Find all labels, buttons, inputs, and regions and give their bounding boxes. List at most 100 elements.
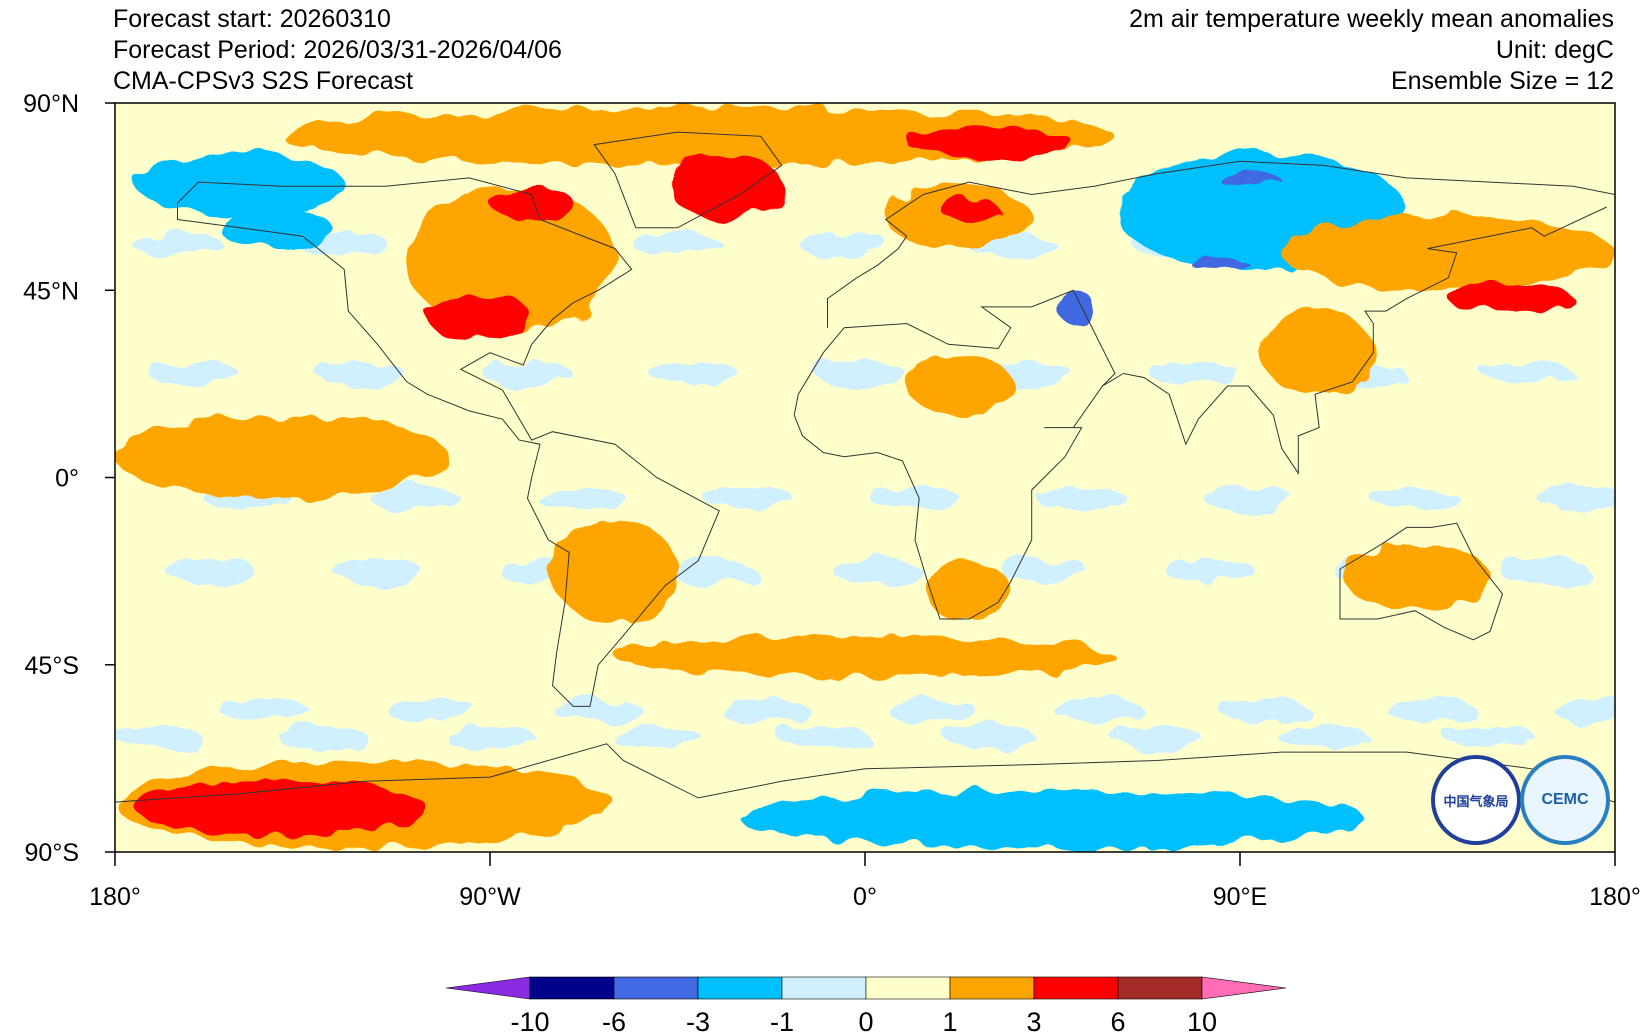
lon-tick-label: 0°	[853, 883, 877, 911]
speckle-patch	[1553, 698, 1615, 723]
speckle-patch	[886, 698, 977, 723]
colorbar-box	[1117, 976, 1203, 1000]
speckle-patch	[720, 698, 810, 723]
colorbar-level-label: 6	[1110, 1007, 1125, 1033]
lon-tick-label: 90°W	[459, 883, 521, 911]
cemc-logo-text: CEMC	[1541, 791, 1589, 808]
colorbar-level-label: -6	[602, 1007, 626, 1033]
speckle-patch	[649, 361, 740, 386]
anomaly-region	[490, 186, 574, 220]
anomaly-region	[1448, 286, 1574, 312]
anomaly-regions-layer	[115, 107, 1615, 848]
speckle-patch	[1053, 698, 1144, 723]
model-name-text: CMA-CPSv3 S2S Forecast	[113, 67, 414, 95]
lat-tick-label: 45°S	[25, 652, 79, 680]
colorbar-level-label: 10	[1187, 1007, 1217, 1033]
speckle-patch	[632, 232, 723, 257]
speckle-patch	[815, 361, 906, 386]
lat-tick-label: 45°N	[23, 277, 79, 305]
anomaly-region	[1260, 311, 1374, 395]
anomaly-region	[669, 152, 782, 220]
colorbar-level-label: -10	[510, 1007, 549, 1033]
cma-logo-icon: 中国气象局	[1431, 755, 1521, 845]
speckle-patch	[536, 486, 627, 511]
anomaly-region	[281, 107, 1116, 166]
speckle-patch	[553, 698, 644, 723]
colorbar-level-label: 3	[1026, 1007, 1041, 1033]
anomaly-region	[552, 519, 678, 624]
speckle-patch	[132, 232, 223, 257]
anomaly-region	[1219, 173, 1282, 187]
anomaly-region	[219, 207, 332, 249]
speckle-patch	[315, 361, 406, 386]
speckle-patch	[832, 559, 923, 584]
speckle-patch	[1536, 486, 1615, 511]
anomaly-region	[1344, 544, 1491, 611]
cemc-logo-icon: CEMC	[1520, 755, 1610, 845]
anomaly-region	[406, 186, 615, 332]
speckle-patch	[1111, 725, 1202, 750]
speckle-patch	[386, 698, 477, 723]
forecast-period-text: Forecast Period: 2026/03/31-2026/04/06	[113, 36, 562, 64]
lon-tick-label: 180°	[1589, 883, 1641, 911]
speckle-patch	[165, 559, 256, 584]
colorbar-box	[529, 976, 615, 1000]
anomaly-region	[940, 198, 999, 220]
coastline-path	[1339, 522, 1504, 641]
speckle-patch	[1370, 486, 1460, 511]
colorbar-level-label: -1	[770, 1007, 794, 1033]
colorbar-box	[949, 976, 1035, 1000]
anomaly-region	[135, 781, 428, 836]
colorbar-box	[781, 976, 867, 1000]
anomaly-region	[1056, 290, 1095, 324]
speckle-patch	[370, 486, 460, 511]
speckle-patch	[945, 725, 1035, 750]
forecast-start-text: Forecast start: 20260310	[113, 5, 391, 33]
speckle-patch	[445, 725, 535, 750]
colorbar-high-triangle	[1201, 976, 1287, 1000]
lon-tick-label: 180°	[89, 883, 141, 911]
speckle-patch	[1386, 698, 1477, 723]
speckle-patch	[665, 559, 756, 584]
speckle-patch	[332, 559, 423, 584]
colorbar-level-label: 0	[858, 1007, 873, 1033]
colorbar-level-label: 1	[942, 1007, 957, 1033]
speckle-patch	[115, 725, 202, 750]
anomaly-region	[427, 294, 532, 341]
coastline-path	[177, 177, 720, 707]
header-left: Forecast start: 20260310 Forecast Period…	[113, 4, 562, 97]
speckle-patch	[799, 232, 890, 257]
lat-tick-label: 90°S	[25, 839, 79, 867]
speckle-patch	[611, 725, 702, 750]
speckle-patch	[999, 559, 1090, 584]
coastline-path	[827, 160, 1615, 328]
ensemble-size-text: Ensemble Size = 12	[1390, 67, 1614, 95]
anomaly-region	[740, 789, 1365, 848]
speckle-patch	[1036, 486, 1127, 511]
speckle-patch	[1165, 559, 1256, 584]
colorbar-level-label: -3	[686, 1007, 710, 1033]
speckle-patch	[703, 486, 794, 511]
anomaly-region	[1281, 215, 1615, 291]
speckle-patch	[1445, 725, 1535, 750]
anomaly-region	[906, 127, 1074, 158]
speckle-patch	[149, 361, 240, 386]
colorbar: -10 -6 -3 -1 0 1 3 6 10	[445, 976, 1287, 1033]
unit-text: Unit: degC	[1495, 36, 1614, 64]
speckle-patch	[1499, 559, 1590, 584]
speckle-patch	[1203, 486, 1294, 511]
colorbar-low-triangle	[445, 976, 531, 1000]
anomaly-region	[1190, 256, 1249, 270]
latitude-axis: 90°N 45°N 0° 45°S 90°S	[23, 90, 115, 867]
anomaly-region	[615, 635, 1115, 678]
colorbar-box	[1033, 976, 1119, 1000]
anomaly-region	[906, 352, 1011, 416]
colorbar-box	[865, 976, 951, 1000]
coastline-path	[793, 289, 1116, 620]
speckle-patch	[1149, 361, 1240, 386]
anomaly-region	[115, 415, 449, 499]
lat-tick-label: 0°	[55, 465, 79, 493]
lon-tick-label: 90°E	[1213, 883, 1267, 911]
speckle-patch	[870, 486, 960, 511]
variable-title-text: 2m air temperature weekly mean anomalies	[1129, 5, 1614, 33]
